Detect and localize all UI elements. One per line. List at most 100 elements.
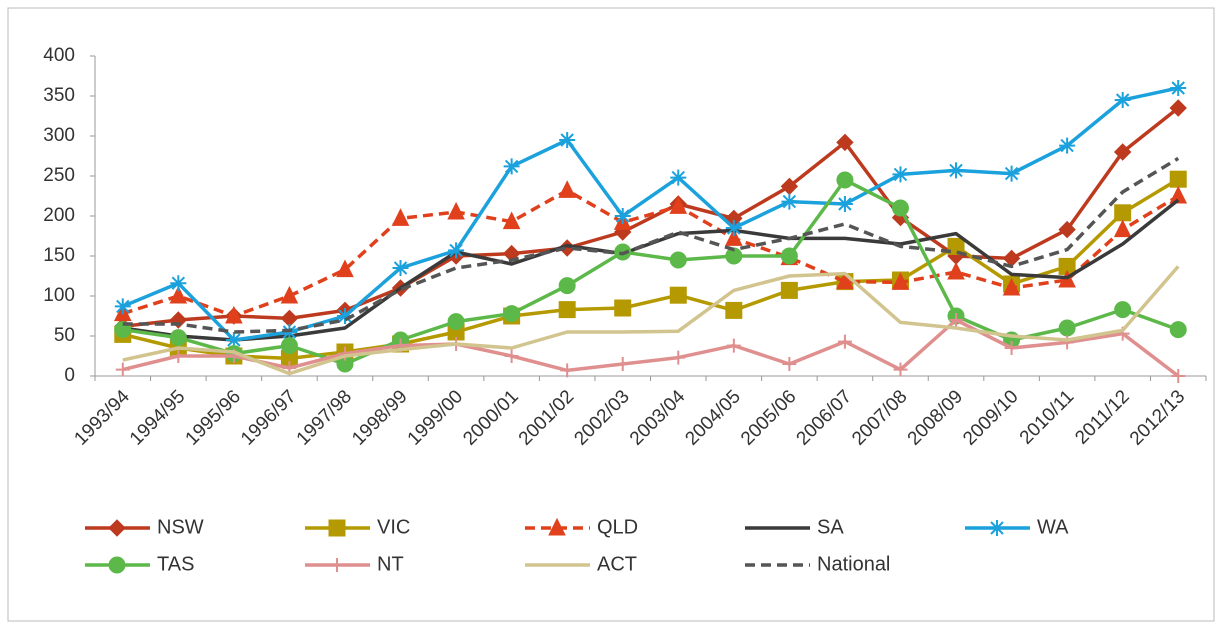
series-line (122, 156, 1180, 334)
marker (169, 329, 187, 347)
marker (280, 337, 298, 355)
marker (1113, 219, 1132, 238)
series-line (122, 188, 1180, 318)
marker (391, 208, 410, 226)
marker (989, 520, 1005, 536)
legend-label: QLD (597, 516, 638, 538)
legend-label: WA (1037, 516, 1069, 538)
marker (115, 362, 130, 377)
marker (837, 334, 852, 349)
marker (225, 332, 242, 348)
y-tick-label: 350 (43, 85, 75, 106)
marker (726, 338, 741, 353)
series-line (122, 265, 1180, 376)
marker (725, 228, 743, 246)
marker (337, 346, 352, 361)
marker (892, 166, 909, 183)
marker (725, 220, 742, 236)
marker (171, 349, 186, 363)
marker (170, 275, 187, 292)
marker (1002, 277, 1021, 296)
marker (502, 211, 521, 230)
marker (1114, 92, 1131, 108)
marker (447, 313, 465, 331)
marker (615, 357, 630, 371)
marker (328, 519, 346, 537)
marker (336, 259, 354, 278)
marker (330, 558, 344, 572)
marker (225, 305, 243, 324)
y-tick-label: 150 (43, 245, 75, 266)
marker (548, 517, 566, 536)
legend-label: NSW (157, 516, 204, 538)
marker (1058, 220, 1076, 239)
marker (949, 313, 964, 327)
marker (1169, 99, 1187, 117)
marker (836, 196, 853, 212)
marker (1171, 369, 1186, 383)
marker (780, 281, 798, 299)
marker (669, 286, 687, 304)
marker (947, 261, 965, 280)
marker (669, 196, 688, 214)
marker (1004, 341, 1019, 355)
marker (392, 260, 409, 276)
marker (1170, 80, 1187, 96)
marker (725, 301, 743, 319)
series-line (122, 318, 1180, 378)
marker (108, 519, 126, 537)
marker (114, 298, 131, 315)
marker (614, 299, 632, 317)
marker (560, 363, 575, 378)
y-tick-label: 50 (54, 325, 75, 346)
marker (169, 285, 188, 304)
marker (559, 132, 576, 148)
marker (836, 171, 854, 189)
marker (1058, 319, 1076, 337)
marker (503, 305, 521, 323)
marker (558, 180, 576, 198)
marker (670, 169, 687, 186)
marker (782, 357, 797, 371)
marker (781, 193, 798, 210)
y-tick-label: 200 (43, 205, 75, 226)
marker (1169, 170, 1187, 188)
marker (336, 308, 353, 324)
marker (448, 242, 465, 259)
legend-label: National (817, 553, 890, 575)
marker (503, 158, 520, 175)
marker (558, 301, 576, 319)
marker (780, 247, 798, 265)
marker (1169, 321, 1187, 339)
y-tick-label: 400 (43, 45, 75, 66)
marker (614, 208, 631, 224)
marker (1114, 204, 1132, 222)
series-line (122, 177, 1180, 361)
y-tick-label: 100 (43, 285, 75, 306)
marker (948, 162, 965, 179)
marker (108, 556, 126, 574)
marker (280, 285, 299, 304)
marker (1114, 301, 1132, 319)
marker (1003, 165, 1020, 182)
marker (671, 350, 686, 365)
y-tick-label: 300 (43, 125, 75, 146)
marker (836, 133, 854, 152)
marker (891, 199, 909, 217)
marker (891, 272, 910, 290)
marker (1113, 143, 1132, 161)
marker (558, 277, 576, 295)
marker (1059, 137, 1076, 154)
y-tick-label: 250 (43, 165, 75, 186)
marker (669, 251, 687, 269)
marker (504, 349, 519, 363)
legend-label: NT (377, 553, 404, 575)
marker (447, 201, 465, 220)
legend-label: TAS (157, 553, 194, 575)
marker (1060, 335, 1075, 350)
marker (947, 237, 965, 255)
legend-label: VIC (377, 516, 410, 538)
legend-label: ACT (597, 553, 637, 575)
legend-label: SA (817, 516, 844, 538)
